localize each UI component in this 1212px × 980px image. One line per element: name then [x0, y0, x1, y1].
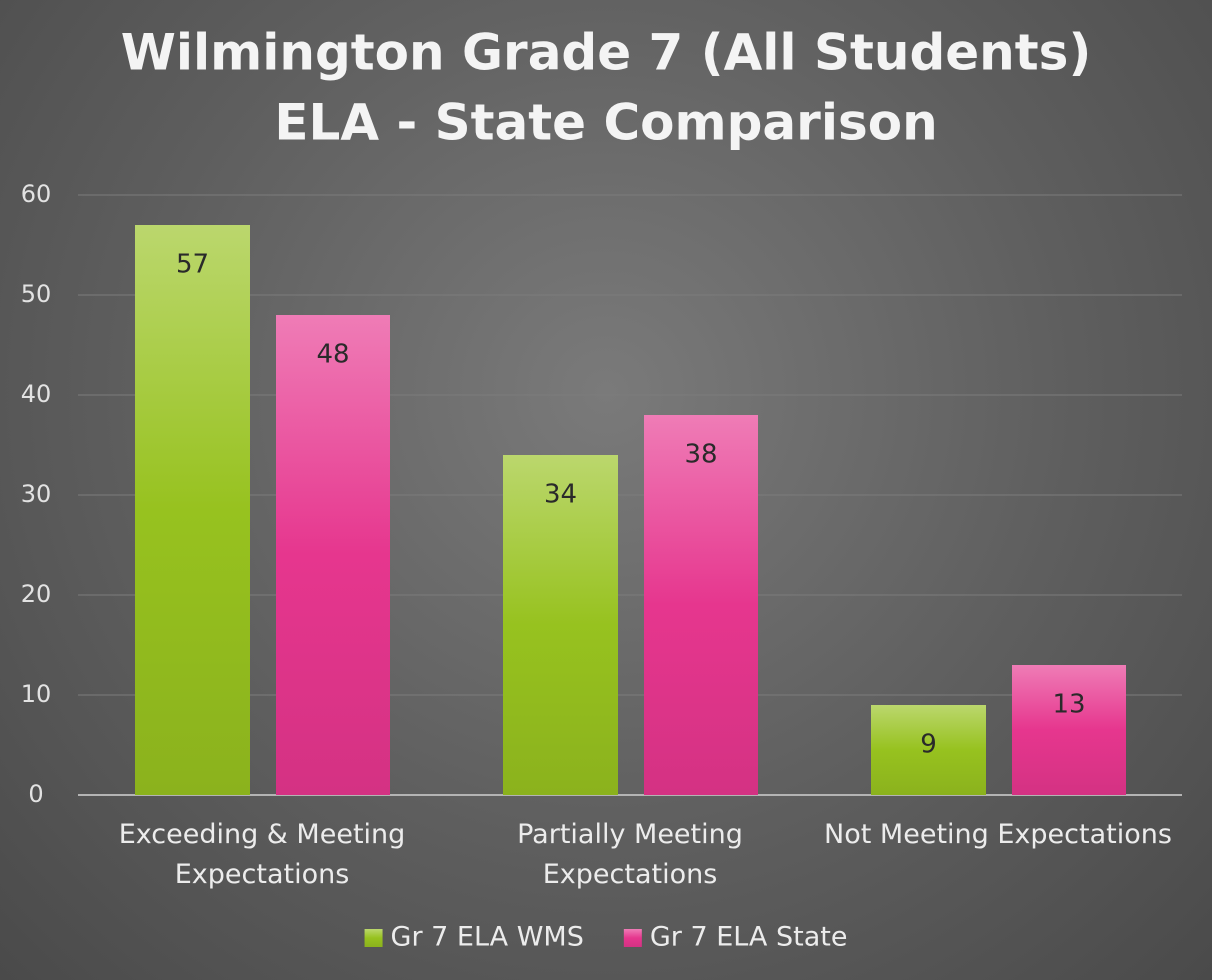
- chart-title: ELA - State Comparison: [274, 94, 937, 152]
- chart-title: Wilmington Grade 7 (All Students): [121, 24, 1092, 82]
- bar: [1012, 665, 1126, 795]
- y-tick-label: 20: [21, 580, 52, 608]
- y-tick-label: 30: [21, 480, 52, 508]
- data-label: 9: [920, 730, 937, 760]
- x-tick-label: Not Meeting Expectations: [824, 819, 1172, 850]
- bar: [871, 705, 986, 795]
- y-tick-label: 60: [21, 180, 52, 208]
- legend-swatch: [364, 929, 383, 947]
- x-tick-label: Partially Meeting Expectations: [517, 819, 743, 890]
- bar: [503, 455, 618, 795]
- legend-item: Gr 7 ELA State: [623, 922, 848, 953]
- legend-label: Gr 7 ELA State: [650, 922, 848, 953]
- y-tick-label: 40: [21, 380, 52, 408]
- data-label: 57: [176, 250, 209, 280]
- legend-label: Gr 7 ELA WMS: [391, 922, 584, 953]
- data-label: 34: [544, 480, 577, 510]
- data-label: 38: [684, 440, 717, 470]
- legend-swatch: [623, 929, 642, 947]
- legend-item: Gr 7 ELA WMS: [364, 922, 584, 953]
- y-tick-label: 0: [28, 780, 43, 808]
- y-tick-label: 50: [21, 280, 52, 308]
- data-label: 13: [1052, 690, 1085, 720]
- bar: [135, 225, 250, 795]
- bar: [276, 315, 390, 795]
- x-tick-label: Exceeding & Meeting Expectations: [118, 819, 406, 890]
- data-label: 48: [316, 340, 349, 370]
- bar: [644, 415, 758, 795]
- y-tick-label: 10: [21, 680, 52, 708]
